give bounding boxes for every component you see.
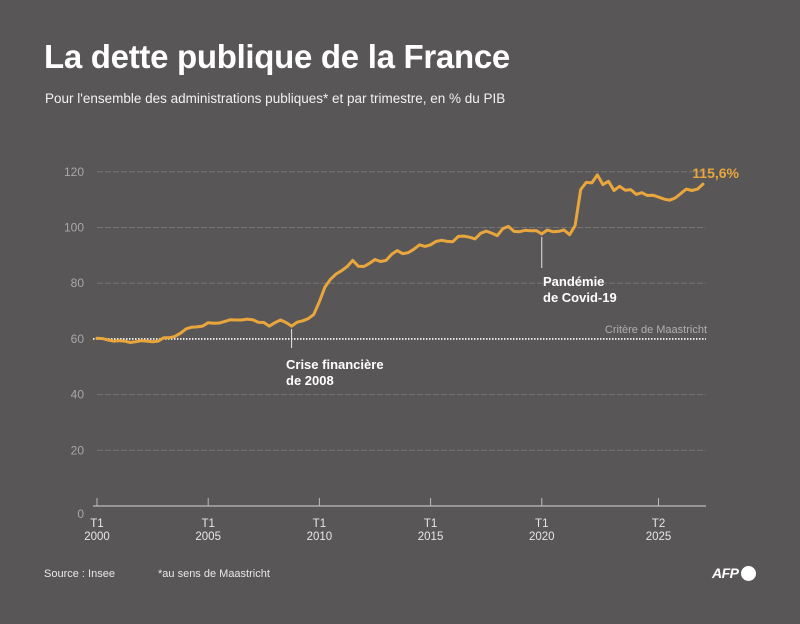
annotation-covid-line1: Pandémie [543,274,604,289]
y-tick-label-20: 20 [71,443,85,457]
x-tick-label-year: 2020 [529,531,555,543]
source-note: Source : Insee [44,568,115,580]
y-tick-label-100: 100 [64,221,84,235]
x-tick-label-year: 2005 [195,531,221,543]
maastricht-label: Critère de Maastricht [605,324,707,336]
x-tick-label-year: 2015 [418,531,444,543]
annotation-covid-line2: de Covid-19 [543,290,617,305]
annotation-covid: Pandémie de Covid-19 [543,274,617,305]
afp-logo: AFP [712,565,756,581]
afp-logo-text: AFP [712,565,739,581]
x-tick-label-quarter: T1 [424,518,437,530]
footnote: *au sens de Maastricht [158,568,270,580]
end-value-label: 115,6% [692,165,739,181]
annotation-crisis-line2: de 2008 [286,373,334,388]
chart-subtitle: Pour l'ensemble des administrations publ… [45,91,506,106]
afp-logo-circle-icon [740,565,756,581]
series-line-debt [95,173,705,344]
y-tick-label-40: 40 [71,388,85,402]
series-points [97,175,703,343]
annotation-crisis-line1: Crise financière [286,357,384,372]
x-tick-label-quarter: T1 [535,518,548,530]
reference-line-group: Critère de Maastricht [93,324,707,340]
x-tick-label-year: 2025 [646,531,672,543]
x-tick-label-quarter: T2 [652,518,665,530]
x-tick-label-year: 2010 [307,531,333,543]
chart-title: La dette publique de la France [44,38,510,75]
y-tick-label-120: 120 [64,165,84,179]
y-tick-label-60: 60 [71,332,85,346]
x-tick-label-year: 2000 [84,531,110,543]
x-tick-label-quarter: T1 [313,518,326,530]
x-tick-label-quarter: T1 [201,518,214,530]
annotation-crisis-2008: Crise financière de 2008 [286,357,387,388]
x-tick-label-quarter: T1 [90,518,103,530]
annotations: Crise financière de 2008 Pandémie de Cov… [286,236,617,388]
y-axis-ticks: 0 20 40 60 80 100 120 [64,165,84,521]
y-tick-label-80: 80 [71,276,85,290]
y-tick-label-0: 0 [77,507,84,521]
y-gridlines [97,171,706,451]
